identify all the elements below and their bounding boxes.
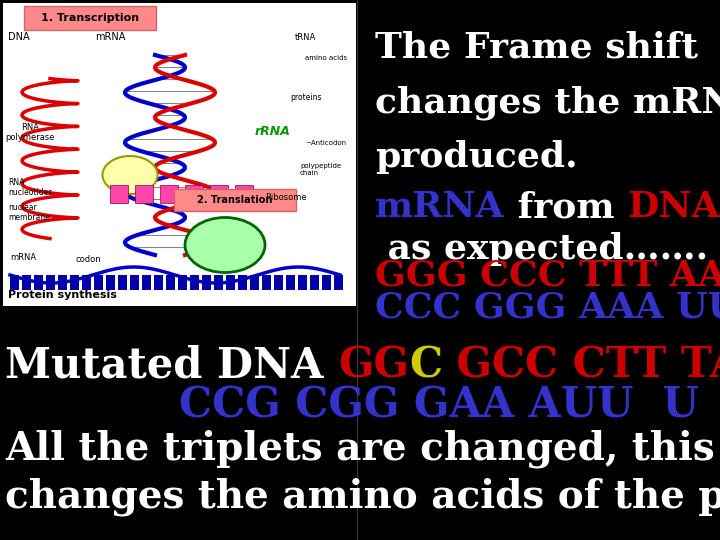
Bar: [70, 275, 79, 290]
Bar: [185, 185, 203, 203]
Bar: [160, 185, 178, 203]
Bar: [142, 275, 151, 290]
Text: CCG CGG GAA AUU  U: CCG CGG GAA AUU U: [5, 385, 698, 427]
Bar: [106, 275, 115, 290]
Bar: [286, 275, 295, 290]
Text: mRNA: mRNA: [375, 190, 505, 224]
Bar: [322, 275, 331, 290]
Bar: [154, 275, 163, 290]
Bar: [94, 275, 103, 290]
Text: Ribosome: Ribosome: [265, 193, 307, 202]
Bar: [310, 275, 319, 290]
Text: polypeptide
chain: polypeptide chain: [300, 163, 341, 176]
Text: DNA: DNA: [8, 32, 30, 42]
Text: proteins: proteins: [290, 93, 322, 102]
Text: tRNA: tRNA: [295, 33, 316, 42]
Text: changes the amino acids of the protein.: changes the amino acids of the protein.: [5, 478, 720, 516]
Text: nuclear
membrane: nuclear membrane: [8, 202, 50, 222]
Text: GG: GG: [338, 345, 409, 387]
Text: GCC CTT TAA  A: GCC CTT TAA A: [442, 345, 720, 387]
Bar: [202, 275, 211, 290]
Bar: [214, 275, 223, 290]
Text: C: C: [409, 345, 442, 387]
Text: DNA: DNA: [627, 190, 719, 224]
Bar: [135, 185, 153, 203]
Text: changes the mRNA: changes the mRNA: [375, 85, 720, 119]
Bar: [3, 3, 356, 306]
Text: 2. Translation: 2. Translation: [197, 195, 273, 205]
Bar: [34, 275, 43, 290]
Bar: [250, 275, 259, 290]
Text: codon: codon: [75, 255, 101, 264]
Text: 1. Transcription: 1. Transcription: [41, 13, 139, 23]
Text: rRNA: rRNA: [255, 125, 291, 138]
Ellipse shape: [102, 156, 158, 194]
Text: mRNA: mRNA: [95, 32, 125, 42]
Bar: [130, 275, 139, 290]
Bar: [298, 275, 307, 290]
Bar: [238, 275, 247, 290]
Bar: [110, 185, 128, 203]
Bar: [210, 185, 228, 203]
Text: amino acids: amino acids: [305, 55, 347, 61]
Bar: [226, 275, 235, 290]
Bar: [190, 275, 199, 290]
Bar: [334, 275, 343, 290]
Text: produced.: produced.: [375, 140, 577, 174]
Bar: [118, 275, 127, 290]
Text: as expected…….: as expected…….: [375, 232, 708, 266]
Bar: [58, 275, 67, 290]
Bar: [235, 185, 253, 203]
Text: from: from: [505, 190, 627, 224]
Text: Protein synthesis: Protein synthesis: [8, 290, 117, 300]
Text: RNA
nucleotides: RNA nucleotides: [8, 178, 53, 197]
FancyBboxPatch shape: [174, 189, 296, 211]
Text: ~Anticodon: ~Anticodon: [305, 140, 346, 146]
Text: The Frame shift: The Frame shift: [375, 30, 698, 64]
Text: mRNA: mRNA: [10, 253, 36, 262]
Text: Mutated DNA: Mutated DNA: [5, 345, 338, 387]
Bar: [262, 275, 271, 290]
Ellipse shape: [185, 218, 265, 273]
Text: RNA
polymerase: RNA polymerase: [5, 123, 55, 142]
Text: GGG CCC TTT AAA: GGG CCC TTT AAA: [375, 258, 720, 292]
Bar: [166, 275, 175, 290]
Bar: [82, 275, 91, 290]
Text: All the triplets are changed, this in turn: All the triplets are changed, this in tu…: [5, 430, 720, 469]
Bar: [22, 275, 31, 290]
FancyBboxPatch shape: [24, 6, 156, 30]
Bar: [10, 275, 19, 290]
Text: CCC GGG AAA UUU: CCC GGG AAA UUU: [375, 290, 720, 324]
Bar: [274, 275, 283, 290]
Bar: [178, 275, 187, 290]
Bar: [46, 275, 55, 290]
